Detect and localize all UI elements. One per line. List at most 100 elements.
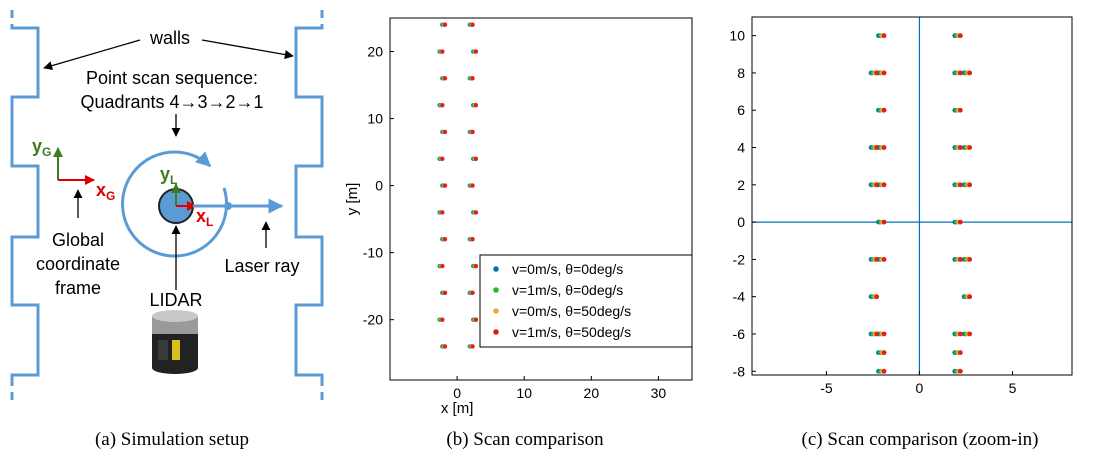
y-tick-label: -20 (363, 312, 383, 328)
scatter-point (957, 33, 963, 39)
scatter-point (881, 70, 887, 76)
ray-hit-point (224, 202, 232, 210)
lidar-x-label: xL (196, 206, 213, 229)
scatter-point (874, 331, 880, 337)
scatter-point (440, 263, 445, 269)
x-tick-label: 10 (516, 385, 532, 401)
scatter-point (874, 294, 880, 300)
scatter-point (470, 129, 475, 135)
scatter-point (440, 49, 445, 54)
subscript: G (106, 189, 115, 203)
legend-marker (493, 329, 499, 335)
y-tick-label: 0 (737, 214, 745, 230)
scatter-point (957, 256, 963, 262)
scan-direction-ring (121, 150, 229, 258)
scatter-point (881, 107, 887, 113)
global-x-label: xG (96, 180, 115, 203)
scatter-point (967, 256, 973, 262)
y-tick-label: 6 (737, 102, 745, 118)
letter: x (96, 180, 106, 200)
plot-area (752, 17, 1072, 375)
legend-marker (493, 287, 499, 293)
left-wall (10, 10, 40, 400)
scatter-point (967, 70, 973, 76)
legend-label: v=1m/s, θ=50deg/s (512, 324, 631, 340)
arrow (201, 39, 294, 60)
global-frame-line: frame (55, 278, 101, 298)
scatter-point (881, 256, 887, 262)
scatter-point (440, 156, 445, 161)
scatter-point (473, 156, 479, 161)
global-y-label: yG (32, 136, 51, 159)
y-tick-label: 20 (367, 44, 383, 60)
scatter-point (473, 102, 479, 108)
y-tick-label: -8 (733, 363, 746, 379)
legend-label: v=1m/s, θ=0deg/s (512, 282, 623, 298)
scatter-point (874, 70, 880, 76)
global-frame-line: Global (52, 230, 104, 250)
scatter-point (957, 145, 963, 150)
subscript: L (170, 173, 177, 187)
scatter-point (440, 317, 445, 322)
scatter-point (967, 294, 973, 300)
lidar-y-label: yL (160, 164, 177, 187)
scatter-point (470, 344, 475, 349)
y-tick-label: -2 (733, 251, 746, 267)
subscript: L (206, 215, 213, 229)
x-tick-label: 20 (584, 385, 600, 401)
y-tick-label: -6 (733, 326, 746, 342)
legend-marker (493, 266, 499, 272)
legend-marker (493, 308, 499, 314)
scatter-point (470, 22, 475, 27)
lidar-label: LIDAR (149, 290, 202, 310)
arrow (43, 39, 141, 71)
scatter-point (470, 290, 475, 296)
lidar-device (152, 310, 198, 374)
scatter-point (957, 331, 963, 337)
x-tick-label: 5 (1009, 380, 1017, 396)
x-axis-label: x [m] (441, 400, 474, 417)
scatter-point (442, 129, 448, 135)
y-tick-label: 10 (729, 28, 745, 44)
scatter-point (442, 290, 448, 296)
caption: (a) Simulation setup (95, 429, 249, 450)
scatter-point (881, 331, 887, 337)
scatter-point (442, 237, 448, 242)
scan-sequence-line: Quadrants 4→3→2→1 (80, 92, 263, 112)
scatter-point (442, 22, 448, 27)
scatter-point (473, 263, 479, 269)
scatter-point (967, 331, 973, 337)
scatter-point (881, 33, 887, 39)
laser-label: Laser ray (224, 256, 299, 276)
scatter-point (440, 210, 445, 215)
caption: (b) Scan comparison (446, 429, 604, 450)
scatter-point (957, 219, 963, 225)
legend-label: v=0m/s, θ=0deg/s (512, 261, 623, 277)
y-tick-label: 4 (737, 140, 745, 156)
letter: y (32, 136, 42, 156)
scatter-point (874, 256, 880, 262)
plot-frame (389, 17, 693, 381)
y-tick-label: -10 (363, 245, 383, 261)
subscript: G (42, 145, 51, 159)
y-tick-label: 0 (375, 178, 383, 194)
letter: x (196, 206, 206, 226)
walls-label: walls (149, 28, 190, 48)
scatter-point (957, 182, 963, 188)
scatter-point (473, 49, 479, 54)
scatter-point (967, 145, 973, 150)
plot-frame (751, 16, 1073, 376)
x-tick-label: 0 (916, 380, 924, 396)
y-tick-label: 10 (367, 111, 383, 127)
x-tick-label: -5 (820, 380, 833, 396)
scatter-point (881, 182, 887, 188)
scatter-point (874, 145, 880, 150)
scatter-point (470, 237, 475, 242)
scatter-point (881, 219, 887, 225)
chart: 0 10 20 30 -20 -10 0 10 20 x [m] y [m] v=0m/s, θ=0d… (344, 17, 693, 417)
scatter-point (470, 183, 475, 188)
y-tick-label: 8 (737, 65, 745, 81)
setup-diagram: walls Point scan sequence: Quadrants 4→3… (10, 10, 324, 400)
legend-box (479, 254, 693, 348)
scan-sequence-line: Point scan sequence: (86, 68, 258, 88)
